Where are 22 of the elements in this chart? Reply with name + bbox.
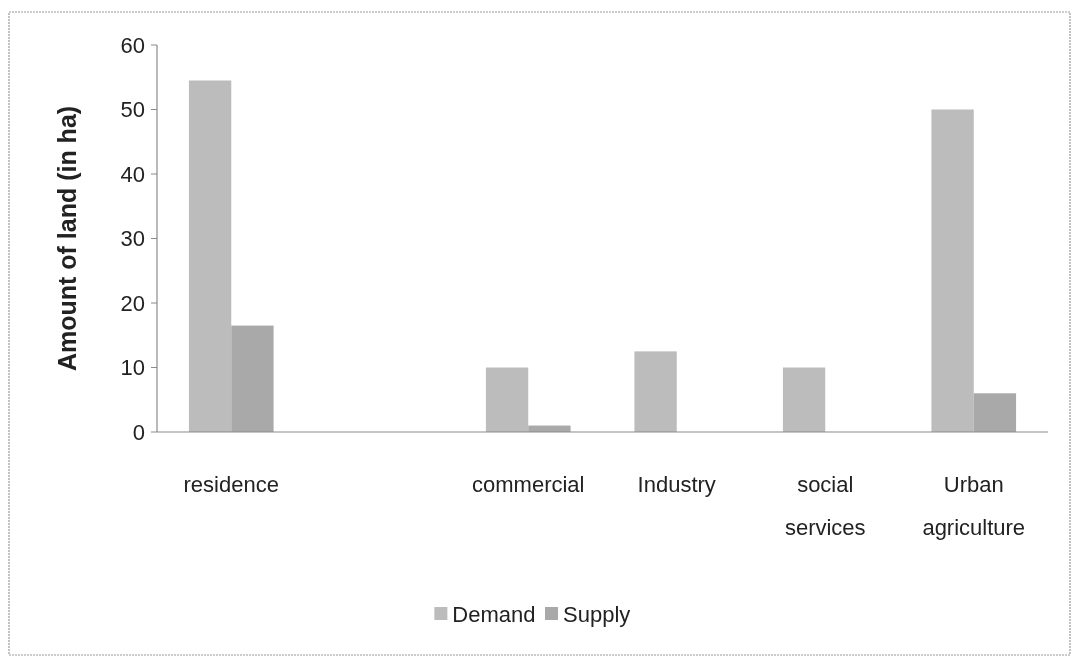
bar (485, 367, 529, 432)
y-tick-label: 20 (120, 290, 145, 316)
y-tick-label: 60 (120, 32, 145, 58)
bar (188, 80, 232, 432)
y-axis-title: Amount of land (in ha) (53, 105, 81, 372)
y-tick-label: 10 (120, 355, 145, 381)
x-tick-label: social services (784, 472, 866, 540)
bar (231, 325, 274, 432)
x-tick-label: Industry (637, 472, 716, 497)
legend-label: Demand (452, 602, 536, 627)
bar (973, 393, 1017, 432)
bar (931, 109, 974, 432)
y-tick-label: 50 (120, 97, 145, 123)
x-tick-label: Urban agriculture (922, 472, 1026, 540)
y-tick-label: 0 (132, 419, 145, 445)
bar (634, 351, 677, 432)
x-tick-label: commercial (472, 472, 585, 497)
y-tick-label: 30 (120, 226, 145, 252)
y-tick-label: 40 (120, 161, 145, 187)
x-tick-label: residence (183, 472, 279, 497)
legend-label: Supply (563, 602, 631, 627)
bar (782, 367, 826, 432)
